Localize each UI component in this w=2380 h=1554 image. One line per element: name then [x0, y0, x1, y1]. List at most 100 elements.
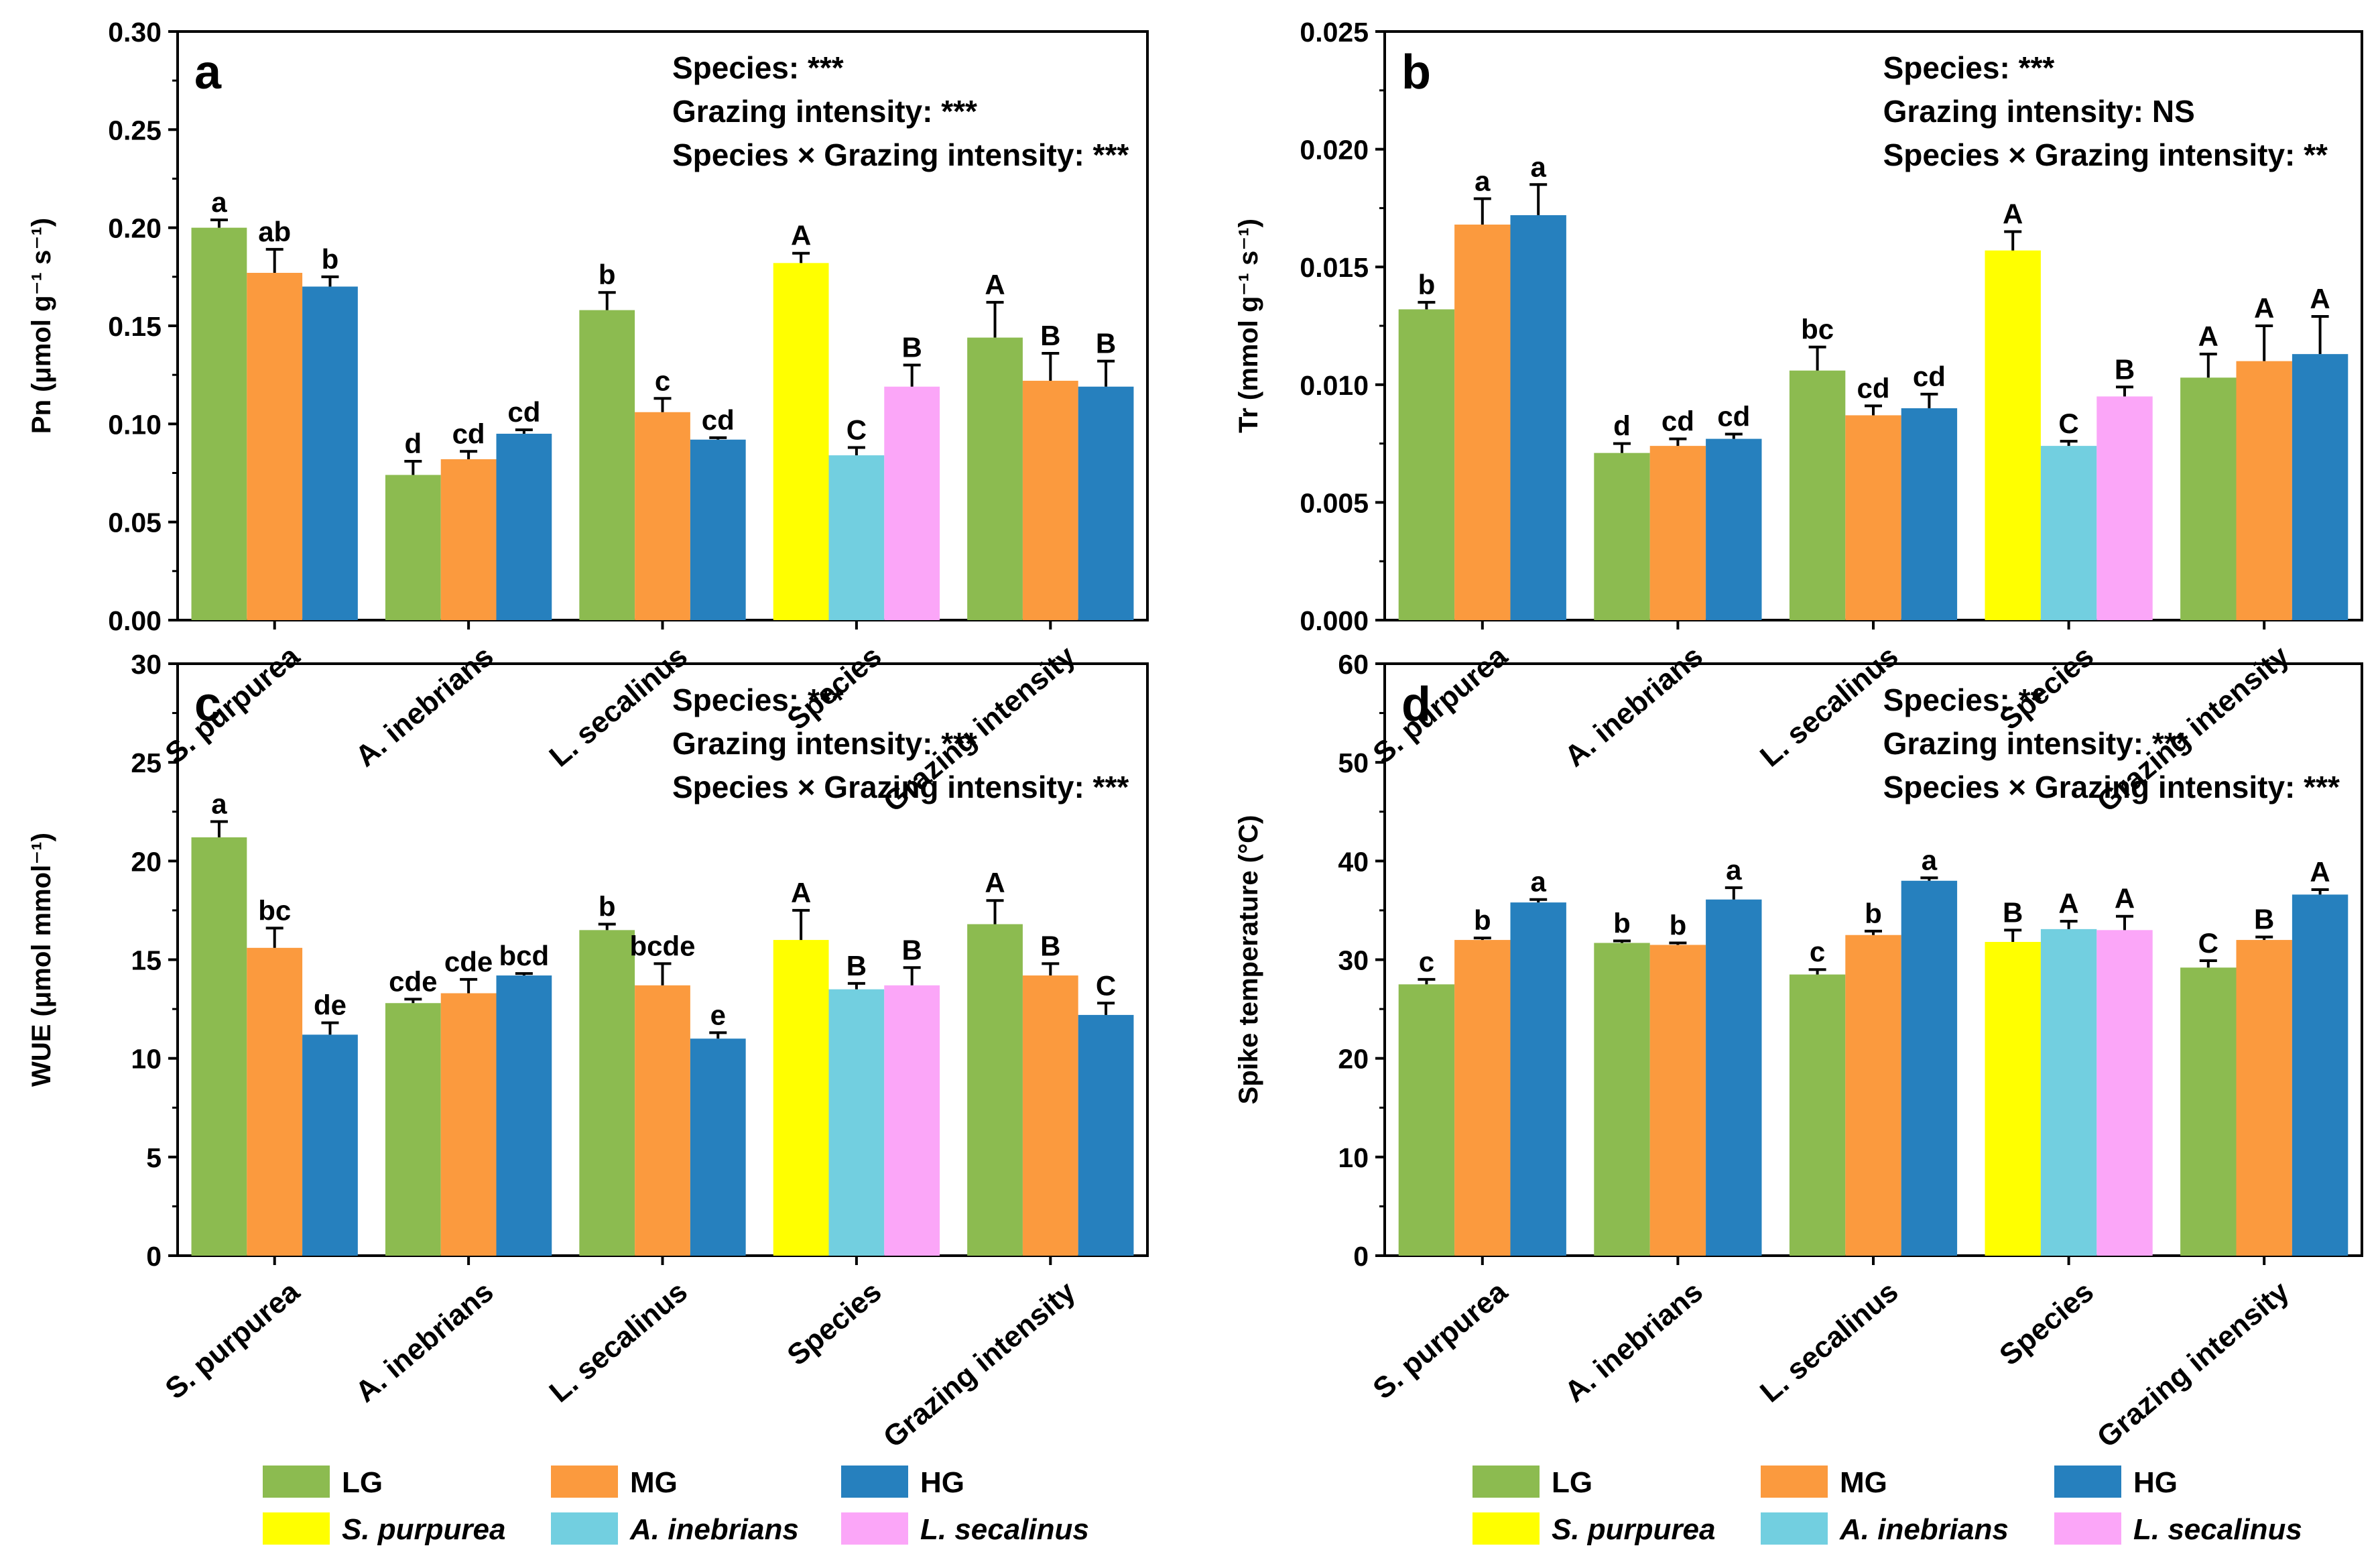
y-axis-title: WUE (μmol mmol⁻¹): [27, 833, 56, 1087]
y-tick-label: 0: [146, 1241, 162, 1272]
significance-label: A: [2254, 292, 2274, 324]
bar: [1022, 380, 1078, 620]
legend-swatch: [263, 1466, 330, 1498]
legend-label: S. purpurea: [1552, 1513, 1716, 1546]
x-tick-label: L. secalinus: [1754, 640, 1904, 773]
bar: [2040, 446, 2097, 620]
legend-label: HG: [2133, 1466, 2178, 1499]
bar: [1398, 984, 1455, 1256]
significance-label: A: [2310, 856, 2330, 888]
x-tick-label: S. purpurea: [159, 640, 306, 770]
stats-annotation: Species: **: [1883, 682, 2043, 717]
panel-d: 0 10 20 30 40 50 60 Spike temperature (°C) d Spec…: [1234, 649, 2363, 1454]
x-tick-label: L. secalinus: [544, 640, 694, 773]
significance-label: A: [2198, 320, 2218, 352]
bar: [440, 993, 497, 1256]
legend-item: S. purpurea: [1473, 1512, 1716, 1546]
y-tick-label: 10: [1338, 1142, 1369, 1173]
y-tick-label: 60: [1338, 649, 1369, 680]
y-tick-label: 0.010: [1300, 370, 1369, 401]
y-axis-title: Tr (mmol g⁻¹ s⁻¹): [1234, 219, 1263, 433]
bar: [496, 433, 552, 620]
legend-item: A. inebrians: [1761, 1512, 2009, 1546]
bar: [828, 455, 885, 620]
y-tick-label: 30: [131, 649, 162, 680]
panel-label: d: [1401, 678, 1431, 731]
y-tick-label: 10: [131, 1044, 162, 1075]
bar: [191, 837, 247, 1256]
legend-label: S. purpurea: [342, 1513, 506, 1546]
y-tick-label: 25: [131, 748, 162, 778]
bar: [1510, 215, 1566, 620]
bar: [1706, 438, 1762, 620]
significance-label: B: [901, 934, 922, 965]
legend-right: LG MG HG S. purpurea A. inebrians L. secalinu…: [1473, 1466, 2302, 1546]
stats-annotation: Species × Grazing intensity: ***: [672, 137, 1129, 172]
significance-label: de: [314, 990, 347, 1021]
stats-annotation: Grazing intensity: ***: [672, 94, 977, 129]
significance-label: A: [791, 877, 811, 908]
x-tick-label: Species: [1993, 1275, 2100, 1372]
y-tick-label: 5: [146, 1142, 162, 1173]
stats-annotation: Grazing intensity: ***: [672, 726, 977, 761]
bar: [1985, 942, 2041, 1256]
legend-label: A. inebrians: [629, 1513, 799, 1546]
y-tick-label: 0.015: [1300, 252, 1369, 283]
legend-item: A. inebrians: [551, 1512, 799, 1546]
bar: [1845, 935, 1901, 1256]
y-tick-label: 20: [1338, 1044, 1369, 1075]
legend-label: A. inebrians: [1839, 1513, 2009, 1546]
bar: [828, 989, 885, 1256]
y-tick-label: 40: [1338, 846, 1369, 877]
bar: [1510, 902, 1566, 1256]
bar: [1022, 975, 1078, 1256]
significance-label: cd: [1662, 406, 1694, 437]
y-tick-label: 0.25: [108, 115, 162, 145]
significance-label: a: [211, 186, 227, 218]
significance-label: b: [599, 891, 616, 922]
x-tick-label: Species: [781, 1275, 887, 1372]
significance-label: e: [710, 999, 726, 1030]
y-tick-label: 50: [1338, 748, 1369, 778]
panel-label: a: [194, 46, 222, 99]
x-tick-label: S. purpurea: [159, 1275, 306, 1406]
legend-item: MG: [1761, 1466, 1887, 1499]
y-tick-label: 0.00: [108, 605, 162, 636]
legend-swatch: [1761, 1512, 1828, 1545]
y-axis-title: Pn (μmol g⁻¹ s⁻¹): [27, 218, 56, 434]
bar: [1454, 224, 1511, 620]
bar: [1901, 408, 1958, 620]
legend-swatch: [841, 1466, 908, 1498]
y-tick-label: 0.005: [1300, 487, 1369, 518]
y-tick-label: 0.10: [108, 409, 162, 440]
significance-label: c: [655, 365, 670, 396]
bar: [2180, 967, 2237, 1256]
bar: [2292, 354, 2348, 620]
legend-swatch: [1761, 1466, 1828, 1498]
bar: [2180, 377, 2237, 620]
significance-label: cd: [702, 404, 735, 436]
bar-group: Species B A A: [1985, 883, 2153, 1372]
legend-item: HG: [2054, 1466, 2178, 1499]
bar: [635, 985, 690, 1256]
bar: [773, 263, 829, 620]
significance-label: b: [599, 259, 616, 290]
bar: [884, 386, 940, 620]
bar: [1454, 940, 1511, 1256]
y-tick-label: 20: [131, 846, 162, 877]
x-tick-label: S. purpurea: [1367, 640, 1513, 770]
significance-label: B: [847, 950, 867, 981]
significance-label: a: [211, 788, 227, 819]
bar: [440, 459, 497, 620]
stats-annotation: Species × Grazing intensity: **: [1883, 137, 2328, 172]
significance-label: d: [405, 428, 422, 459]
x-tick-label: A. inebrians: [1558, 640, 1708, 773]
stats-annotation: Species: ***: [672, 50, 844, 85]
bar: [967, 337, 1023, 620]
